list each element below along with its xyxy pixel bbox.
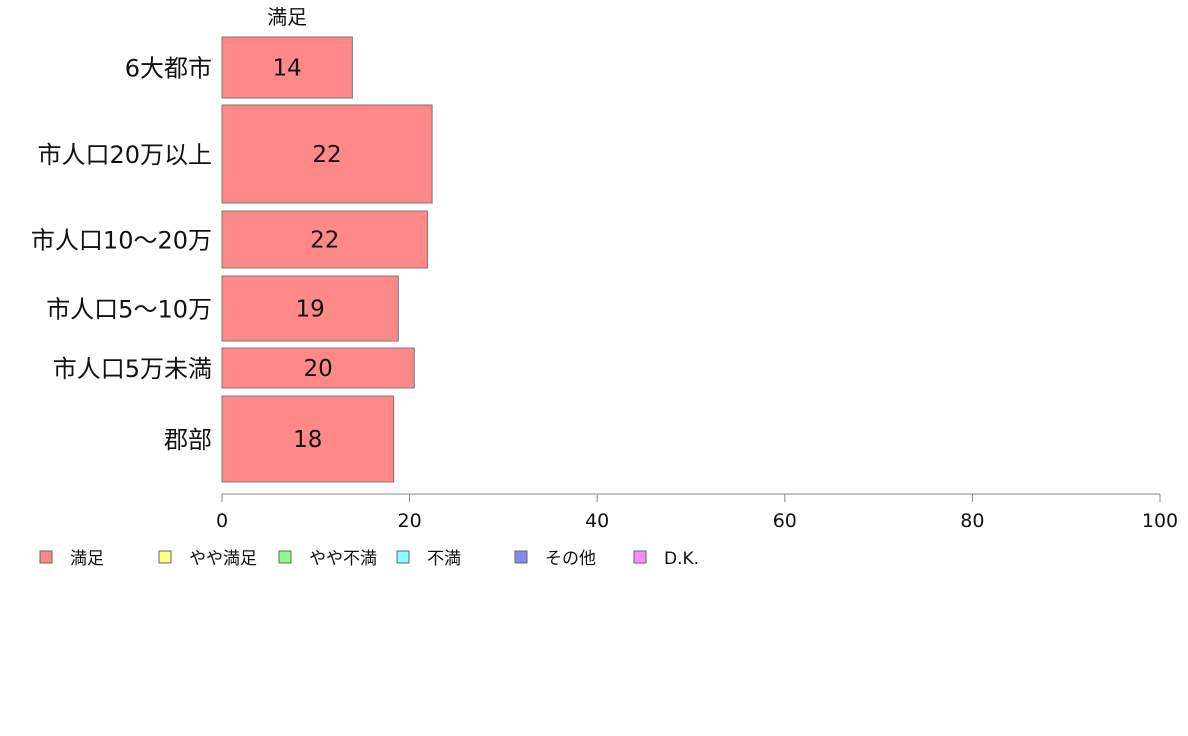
bar-5 bbox=[221, 395, 395, 483]
bar-value-label-0: 14 bbox=[273, 56, 302, 82]
x-tick-label-1: 20 bbox=[398, 510, 422, 532]
bar-value-label-1: 22 bbox=[312, 142, 341, 168]
bar-0 bbox=[221, 36, 353, 99]
legend-label-2: やや不満 bbox=[309, 549, 377, 569]
category-label-4: 市人口5万未満 bbox=[53, 355, 212, 383]
legend-swatch-5 bbox=[633, 550, 647, 564]
legend-swatch-1 bbox=[158, 550, 172, 564]
legend-swatch-0 bbox=[39, 550, 53, 564]
bar-value-label-3: 19 bbox=[296, 297, 325, 323]
x-tick-label-3: 60 bbox=[773, 510, 797, 532]
legend-swatch-4 bbox=[514, 550, 528, 564]
bar-value-label-2: 22 bbox=[310, 228, 339, 254]
category-label-0: 6大都市 bbox=[125, 55, 212, 83]
legend-label-4: その他 bbox=[545, 549, 596, 569]
legend: 満足 やや満足 やや不満 不満 その他 D.K. bbox=[39, 549, 699, 569]
legend-label-1: やや満足 bbox=[189, 549, 257, 569]
x-axis: 0 20 40 60 80 100 bbox=[216, 493, 1178, 532]
legend-label-5: D.K. bbox=[664, 549, 699, 569]
bar-4 bbox=[221, 347, 415, 389]
category-label-3: 市人口5〜10万 bbox=[46, 296, 212, 324]
legend-label-0: 満足 bbox=[70, 549, 104, 569]
category-label-2: 市人口10〜20万 bbox=[31, 227, 212, 255]
legend-swatch-2 bbox=[278, 550, 292, 564]
category-label-1: 市人口20万以上 bbox=[37, 141, 212, 169]
bars-group: 14 22 22 19 20 18 bbox=[221, 36, 433, 483]
x-tick-label-2: 40 bbox=[585, 510, 609, 532]
bar-value-label-5: 18 bbox=[293, 427, 322, 453]
legend-label-3: 不満 bbox=[427, 549, 461, 569]
bar-1 bbox=[221, 104, 433, 204]
legend-swatch-3 bbox=[396, 550, 410, 564]
x-tick-label-5: 100 bbox=[1142, 510, 1178, 532]
x-tick-label-4: 80 bbox=[960, 510, 984, 532]
bar-2 bbox=[221, 210, 428, 269]
bar-value-label-4: 20 bbox=[304, 356, 333, 382]
bar-3 bbox=[221, 275, 399, 342]
top-series-label: 満足 bbox=[267, 5, 307, 29]
category-label-5: 郡部 bbox=[164, 426, 212, 454]
x-tick-label-0: 0 bbox=[216, 510, 228, 532]
